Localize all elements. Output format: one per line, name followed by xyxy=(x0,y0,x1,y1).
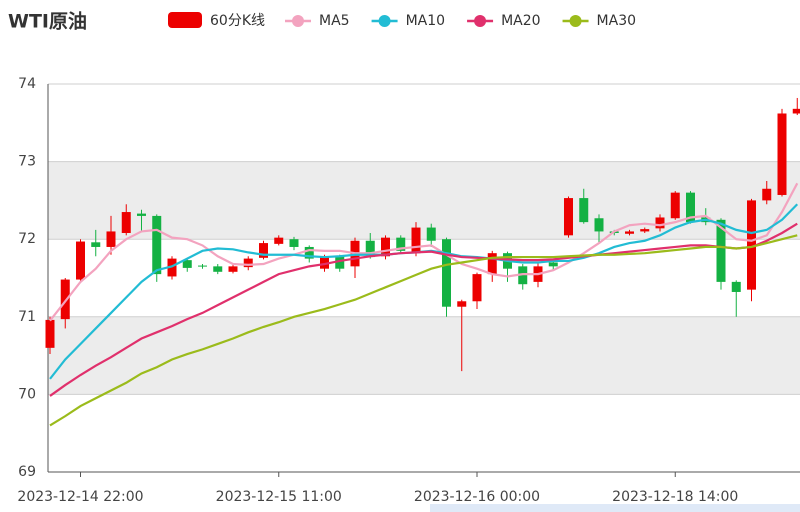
x-tick-label: 2023-12-16 00:00 xyxy=(414,489,540,505)
legend-icon xyxy=(474,15,487,27)
candle-body xyxy=(625,231,634,234)
legend-icon xyxy=(292,15,304,27)
candle-body xyxy=(670,192,680,219)
ma-line xyxy=(49,222,798,397)
legend-label: MA20 xyxy=(501,13,540,29)
candle-body xyxy=(686,192,695,223)
candle-body xyxy=(640,229,650,232)
candle-body xyxy=(548,262,558,267)
candle-body xyxy=(274,237,284,244)
candle-body xyxy=(213,266,223,272)
candle-body xyxy=(167,258,177,277)
legend-label: 60分K线 xyxy=(210,13,265,29)
candle-body xyxy=(121,212,131,233)
candle-body xyxy=(259,243,268,258)
candle-body xyxy=(762,188,772,201)
candle-body xyxy=(442,239,451,307)
candle-body xyxy=(381,237,390,257)
x-tick-label: 2023-12-14 22:00 xyxy=(17,489,143,505)
candle-body xyxy=(335,256,345,269)
x-tick-label: 2023-12-18 14:00 xyxy=(612,489,738,505)
candle-body xyxy=(320,256,329,269)
candle-body xyxy=(518,266,528,285)
candle-body xyxy=(228,266,238,272)
x-tick-label: 2023-12-15 11:00 xyxy=(216,489,342,505)
candle-body xyxy=(564,198,573,236)
candle-body xyxy=(731,281,741,292)
candle-body xyxy=(396,237,406,251)
candle-body xyxy=(457,301,467,307)
candle-body xyxy=(106,231,116,247)
ma-line xyxy=(49,182,799,322)
candle-body xyxy=(243,258,253,268)
candle-body xyxy=(198,265,207,267)
candle-body xyxy=(747,200,756,290)
candle-body xyxy=(45,319,55,348)
candle-body xyxy=(76,241,85,280)
legend-icon xyxy=(569,15,582,27)
zoom-strip xyxy=(430,504,800,512)
candle-body xyxy=(472,274,482,302)
y-tick-label: 73 xyxy=(18,154,36,170)
split-area xyxy=(48,316,800,395)
y-tick-label: 72 xyxy=(18,231,36,247)
chart-title: WTI原油 xyxy=(8,11,87,33)
y-tick-label: 69 xyxy=(18,464,36,480)
candle-body xyxy=(365,240,375,258)
candle-body xyxy=(411,227,421,254)
candle-body xyxy=(60,279,70,320)
legend-label: MA10 xyxy=(406,13,445,29)
candle-body xyxy=(777,113,787,195)
y-tick-label: 74 xyxy=(18,76,36,92)
y-tick-label: 71 xyxy=(18,309,36,325)
candle-body xyxy=(426,227,436,241)
candle-body xyxy=(304,246,314,259)
legend-label: MA30 xyxy=(597,13,636,29)
candle-body xyxy=(487,253,497,275)
legend-label: MA5 xyxy=(319,13,350,29)
candle-body xyxy=(152,215,162,275)
legend-icon xyxy=(378,15,391,27)
candle-body xyxy=(289,239,299,247)
ma-line xyxy=(49,234,798,427)
legend-icon xyxy=(168,12,202,28)
y-tick-label: 70 xyxy=(18,386,36,402)
candle-body xyxy=(716,219,726,282)
candle-body xyxy=(792,108,800,114)
candle-body xyxy=(579,198,589,223)
candle-body xyxy=(91,242,101,247)
candle-body xyxy=(182,260,192,268)
legend: 60分K线 MA5 MA10 MA20 MA30 xyxy=(168,12,636,29)
candle-body xyxy=(594,218,604,232)
candle-body xyxy=(655,217,665,229)
candle-body xyxy=(137,213,146,216)
